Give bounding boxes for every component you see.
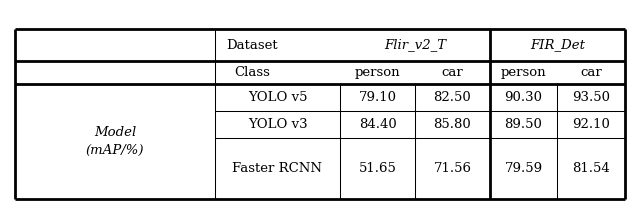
Text: YOLO v5: YOLO v5 <box>248 91 307 104</box>
Text: Flir_v2_T: Flir_v2_T <box>384 39 446 52</box>
Text: 81.54: 81.54 <box>572 162 610 175</box>
Text: Model
(mAP/%): Model (mAP/%) <box>86 126 144 157</box>
Text: car: car <box>442 66 463 79</box>
Text: 71.56: 71.56 <box>433 162 472 175</box>
Text: 51.65: 51.65 <box>358 162 396 175</box>
Text: 82.50: 82.50 <box>434 91 472 104</box>
Text: 79.10: 79.10 <box>358 91 397 104</box>
Text: 79.59: 79.59 <box>504 162 543 175</box>
Text: car: car <box>580 66 602 79</box>
Text: YOLO v3: YOLO v3 <box>248 118 307 131</box>
Text: Dataset: Dataset <box>227 39 278 52</box>
Text: Class: Class <box>235 66 271 79</box>
Text: 84.40: 84.40 <box>358 118 396 131</box>
Text: FIR_Det: FIR_Det <box>530 39 585 52</box>
Text: person: person <box>500 66 547 79</box>
Text: 89.50: 89.50 <box>504 118 543 131</box>
Text: 92.10: 92.10 <box>572 118 610 131</box>
Text: 93.50: 93.50 <box>572 91 610 104</box>
Text: 85.80: 85.80 <box>434 118 472 131</box>
Text: person: person <box>355 66 400 79</box>
Text: 90.30: 90.30 <box>504 91 543 104</box>
Text: Faster RCNN: Faster RCNN <box>232 162 323 175</box>
